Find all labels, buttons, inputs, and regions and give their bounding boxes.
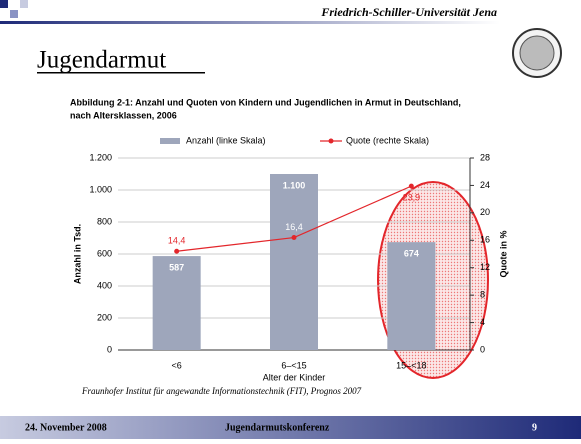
x-axis-label: Alter der Kinder [263,372,326,382]
y-tick-label: 0 [107,344,112,354]
x-tick-label: <6 [172,360,182,370]
event: Jugendarmutskonferenz [225,422,330,433]
heading: Jugendarmut [37,47,166,74]
bar-value-label: 1.100 [283,180,306,190]
chart-title-1: Abbildung 2-1: Anzahl und Quoten von Kin… [70,97,461,107]
y-tick-label: 400 [97,280,112,290]
legend-label: Anzahl (linke Skala) [186,135,266,145]
x-tick-label: 6–<15 [281,360,306,370]
y-tick-label: 1.200 [89,152,112,162]
bar-value-label: 587 [169,262,184,272]
y-tick-label: 200 [97,312,112,322]
bar [152,256,201,350]
y2-tick-label: 20 [480,207,490,217]
heading-underline [37,72,205,74]
y2-tick-label: 8 [480,290,485,300]
y2-tick-label: 4 [480,317,485,327]
deco [10,10,18,18]
line-value-label: 23,9 [403,192,421,202]
bar [387,242,436,350]
university: Friedrich-Schiller-Universität Jena [320,5,497,19]
y-tick-label: 800 [97,216,112,226]
legend-label: Quote (rechte Skala) [346,135,429,145]
y-axis-label: Anzahl in Tsd. [72,224,82,284]
legend-swatch [328,138,334,144]
y-tick-label: 1.000 [89,184,112,194]
footer [0,416,581,439]
line-point [174,248,180,254]
y2-tick-label: 24 [480,180,490,190]
y-tick-label: 600 [97,248,112,258]
bar [270,174,318,350]
y2-tick-label: 12 [480,262,490,272]
source: Fraunhofer Institut für angewandte Infor… [81,386,362,396]
x-tick-label: 15–<18 [396,360,426,370]
y2-tick-label: 16 [480,235,490,245]
line-value-label: 16,4 [285,222,303,232]
header-rule [0,21,500,24]
bar-value-label: 674 [404,249,419,259]
deco [0,0,8,8]
seal [512,28,562,78]
chart-title-2: nach Altersklassen, 2006 [70,110,177,120]
legend-swatch [160,138,180,144]
page-number: 9 [532,422,537,433]
y2-tick-label: 0 [480,344,485,354]
line-point [408,183,414,189]
y2-axis-label: Quote in % [498,231,508,278]
y2-tick-label: 28 [480,152,490,162]
line-point [291,235,297,241]
line-value-label: 14,4 [168,236,186,246]
date: 24. November 2008 [25,422,107,433]
deco [20,0,28,8]
